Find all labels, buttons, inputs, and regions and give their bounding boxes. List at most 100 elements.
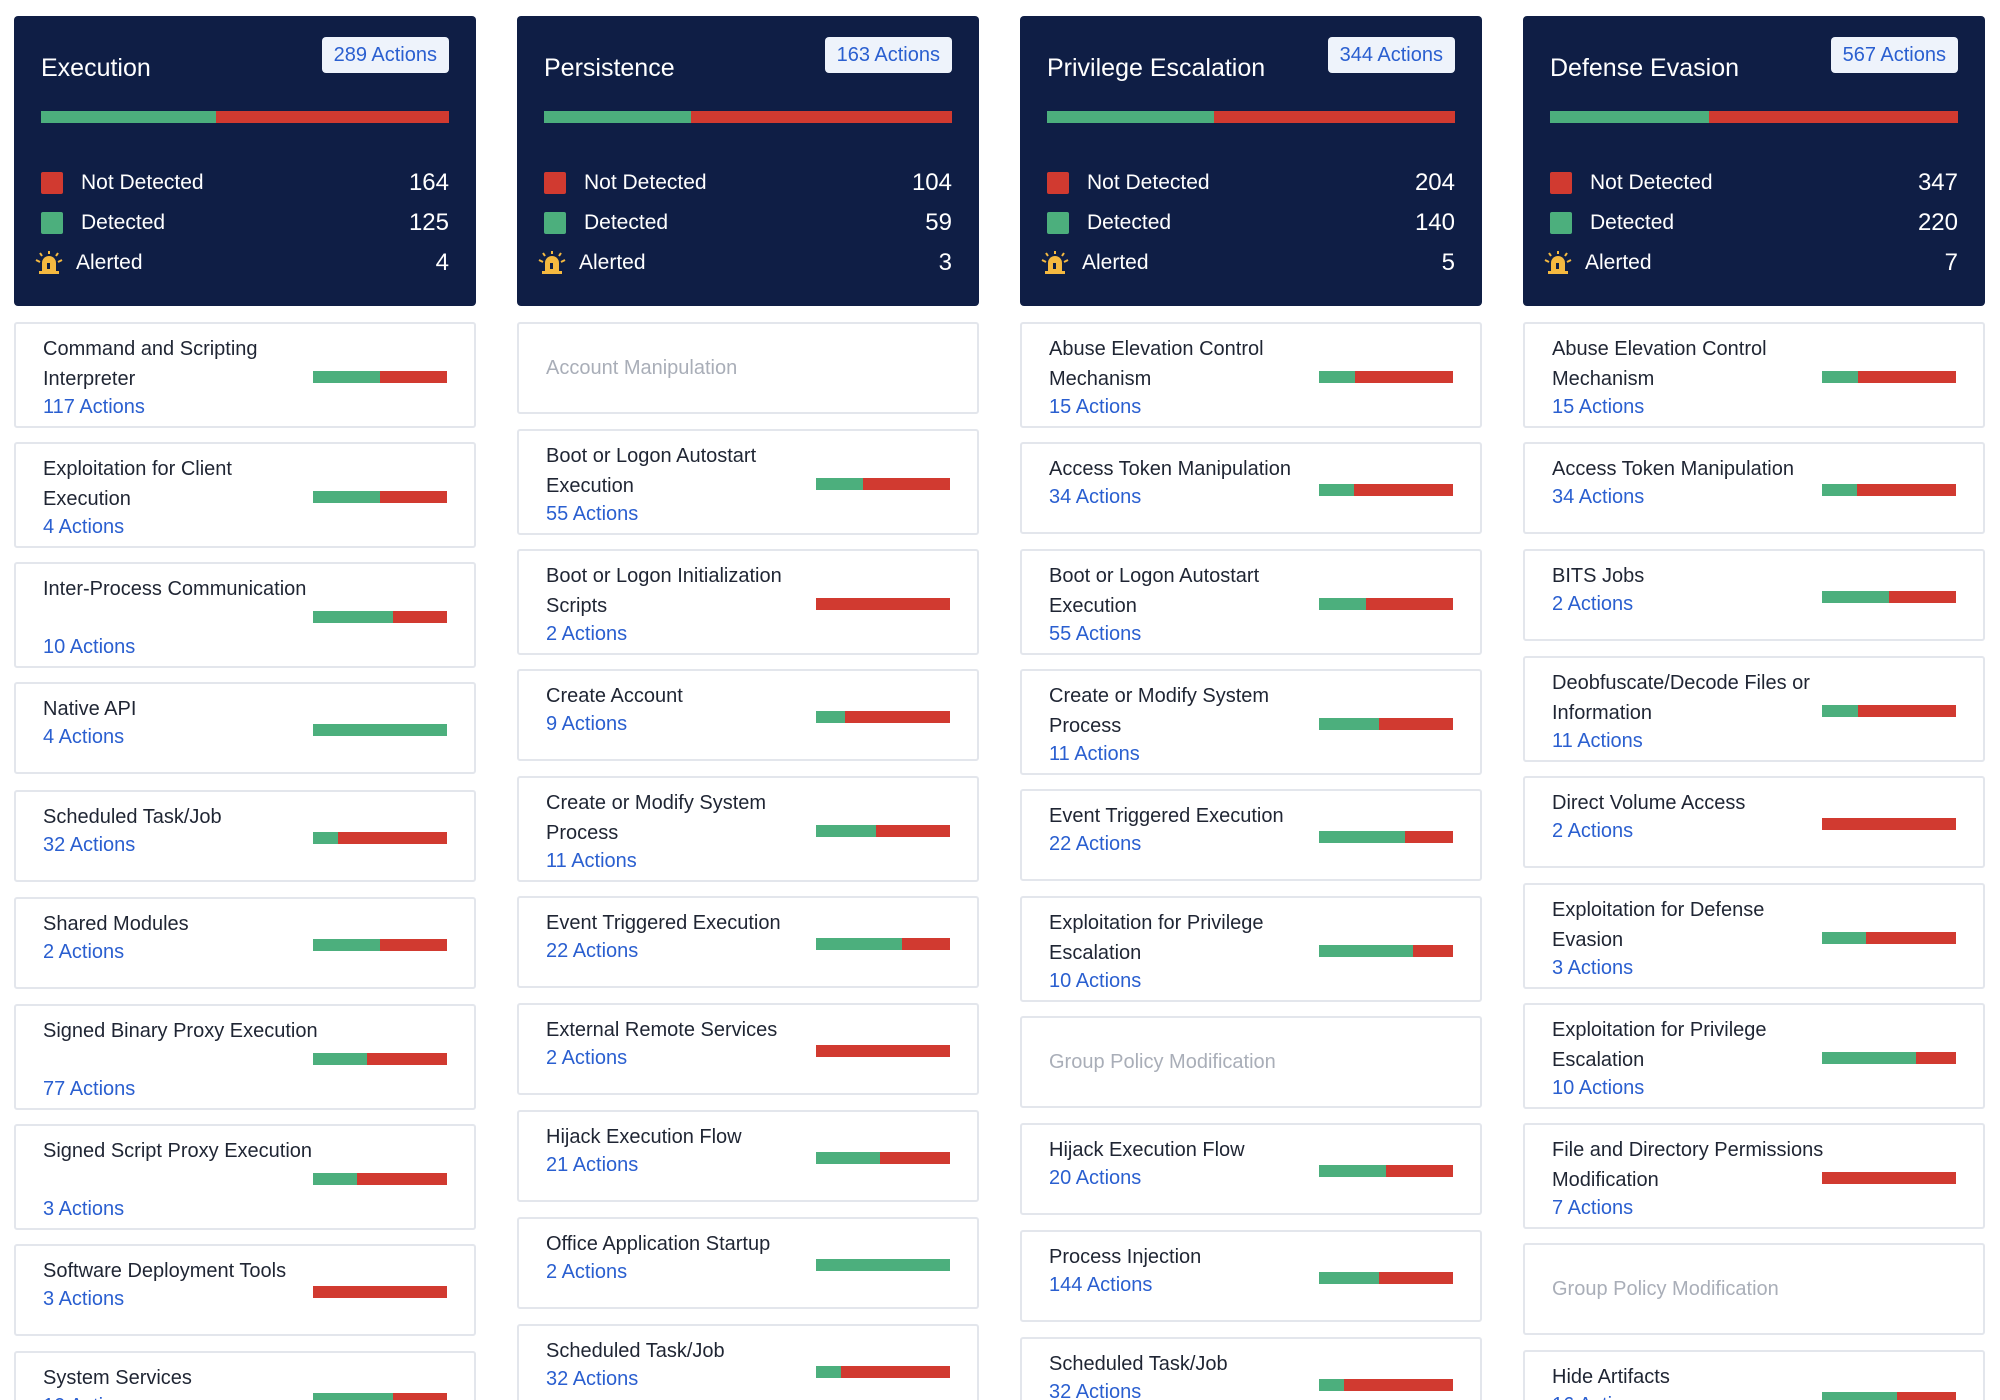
technique-action-count[interactable]: 10 Actions bbox=[43, 636, 136, 658]
technique-action-count[interactable]: 2 Actions bbox=[1552, 593, 1634, 615]
technique-action-count[interactable]: 2 Actions bbox=[43, 941, 125, 963]
technique-action-count[interactable]: 3 Actions bbox=[1552, 957, 1634, 979]
technique-action-count[interactable]: 4 Actions bbox=[43, 726, 125, 748]
technique-action-count[interactable]: 9 Actions bbox=[546, 713, 628, 735]
technique-card[interactable]: Scheduled Task/Job 32 Actions bbox=[517, 1324, 979, 1400]
technique-card[interactable]: Account Manipulation bbox=[517, 322, 979, 414]
technique-action-count[interactable]: 2 Actions bbox=[546, 1047, 628, 1069]
technique-card[interactable]: Exploitation for Client Execution 4 Actio… bbox=[14, 442, 476, 548]
technique-card[interactable]: Deobfuscate/Decode Files or Information 1… bbox=[1523, 656, 1985, 762]
technique-card[interactable]: Boot or Logon Autostart Execution 55 Acti… bbox=[1020, 549, 1482, 655]
technique-card[interactable]: Group Policy Modification bbox=[1020, 1016, 1482, 1108]
technique-action-count[interactable]: 32 Actions bbox=[43, 834, 136, 856]
technique-card[interactable]: Abuse Elevation Control Mechanism 15 Acti… bbox=[1523, 322, 1985, 428]
technique-card[interactable]: Hijack Execution Flow 21 Actions bbox=[517, 1110, 979, 1202]
technique-card[interactable]: Scheduled Task/Job 32 Actions bbox=[1020, 1337, 1482, 1400]
technique-card[interactable]: Signed Binary Proxy Execution 77 Actions bbox=[14, 1004, 476, 1110]
technique-action-count[interactable]: 22 Actions bbox=[546, 940, 639, 962]
technique-card[interactable]: Boot or Logon Autostart Execution 55 Acti… bbox=[517, 429, 979, 535]
technique-card[interactable]: Create or Modify System Process 11 Action… bbox=[1020, 669, 1482, 775]
not-detected-segment bbox=[1344, 1379, 1453, 1391]
technique-action-count[interactable]: 144 Actions bbox=[1049, 1274, 1153, 1296]
not-detected-segment bbox=[393, 1393, 447, 1400]
technique-name: Abuse Elevation Control Mechanism bbox=[1049, 338, 1264, 390]
technique-action-count[interactable]: 4 Actions bbox=[43, 516, 125, 538]
tactic-header-card[interactable]: Privilege Escalation 344 Actions Not Detec… bbox=[1020, 16, 1482, 306]
technique-card[interactable]: Event Triggered Execution 22 Actions bbox=[517, 896, 979, 988]
technique-action-count[interactable]: 2 Actions bbox=[546, 1261, 628, 1283]
technique-action-count[interactable]: 7 Actions bbox=[1552, 1197, 1634, 1219]
technique-action-count[interactable]: 2 Actions bbox=[1552, 820, 1634, 842]
technique-name-empty: Account Manipulation bbox=[546, 357, 738, 379]
not-detected-segment bbox=[1353, 484, 1453, 496]
technique-card[interactable]: Exploitation for Privilege Escalation 10 … bbox=[1020, 896, 1482, 1002]
technique-action-count[interactable]: 10 Actions bbox=[43, 1395, 135, 1400]
technique-action-count[interactable]: 15 Actions bbox=[1552, 396, 1645, 418]
technique-detection-bar bbox=[1822, 1392, 1956, 1400]
tactic-column-execution: Execution 289 Actions Not Detected 164 Detec… bbox=[14, 16, 476, 1400]
technique-action-count[interactable]: 11 Actions bbox=[546, 850, 637, 872]
technique-card[interactable]: Abuse Elevation Control Mechanism 15 Acti… bbox=[1020, 322, 1482, 428]
technique-action-count[interactable]: 55 Actions bbox=[1049, 623, 1142, 645]
technique-action-count[interactable]: 34 Actions bbox=[1049, 486, 1142, 508]
technique-action-count[interactable]: 16 Actions bbox=[1552, 1394, 1644, 1400]
technique-card[interactable]: Office Application Startup 2 Actions bbox=[517, 1217, 979, 1309]
technique-action-count[interactable]: 10 Actions bbox=[1552, 1077, 1645, 1099]
technique-action-count[interactable]: 11 Actions bbox=[1552, 730, 1643, 752]
technique-detection-bar bbox=[1822, 818, 1956, 830]
tactic-header-card[interactable]: Persistence 163 Actions Not Detected 104 Det… bbox=[517, 16, 979, 306]
technique-card[interactable]: Hijack Execution Flow 20 Actions bbox=[1020, 1123, 1482, 1215]
technique-card[interactable]: Access Token Manipulation 34 Actions bbox=[1020, 442, 1482, 534]
technique-action-count[interactable]: 55 Actions bbox=[546, 503, 639, 525]
technique-action-count[interactable]: 32 Actions bbox=[546, 1368, 639, 1390]
technique-card[interactable]: Software Deployment Tools 3 Actions bbox=[14, 1244, 476, 1336]
technique-card[interactable]: Direct Volume Access 2 Actions bbox=[1523, 776, 1985, 868]
technique-card[interactable]: Create or Modify System Process 11 Action… bbox=[517, 776, 979, 882]
technique-card[interactable]: Boot or Logon Initialization Scripts 2 Ac… bbox=[517, 549, 979, 655]
technique-action-count[interactable]: 77 Actions bbox=[43, 1078, 136, 1100]
technique-card[interactable]: Access Token Manipulation 34 Actions bbox=[1523, 442, 1985, 534]
technique-detection-bar bbox=[1319, 371, 1453, 383]
technique-detection-bar bbox=[1319, 831, 1453, 843]
technique-card[interactable]: Exploitation for Defense Evasion 3 Action… bbox=[1523, 883, 1985, 989]
not-detected-segment bbox=[1412, 945, 1453, 957]
technique-card[interactable]: Create Account 9 Actions bbox=[517, 669, 979, 761]
actions-count-badge[interactable]: 289 Actions bbox=[321, 37, 449, 73]
actions-count-badge[interactable]: 567 Actions bbox=[1830, 37, 1958, 73]
technique-action-count[interactable]: 20 Actions bbox=[1049, 1167, 1142, 1189]
technique-action-count[interactable]: 32 Actions bbox=[1049, 1381, 1142, 1400]
technique-card[interactable]: Exploitation for Privilege Escalation 10 … bbox=[1523, 1003, 1985, 1109]
technique-card[interactable]: Hide Artifacts 16 Actions bbox=[1523, 1350, 1985, 1400]
tactic-header-card[interactable]: Execution 289 Actions Not Detected 164 Detec… bbox=[14, 16, 476, 306]
technique-card[interactable]: External Remote Services 2 Actions bbox=[517, 1003, 979, 1095]
technique-action-count[interactable]: 21 Actions bbox=[546, 1154, 639, 1176]
technique-action-count[interactable]: 22 Actions bbox=[1049, 833, 1142, 855]
technique-card[interactable]: Shared Modules 2 Actions bbox=[14, 897, 476, 989]
technique-card[interactable]: File and Directory Permissions Modificat… bbox=[1523, 1123, 1985, 1229]
detected-segment bbox=[1319, 484, 1354, 496]
technique-card[interactable]: Group Policy Modification bbox=[1523, 1243, 1985, 1335]
technique-card[interactable]: Event Triggered Execution 22 Actions bbox=[1020, 789, 1482, 881]
actions-count-badge[interactable]: 163 Actions bbox=[824, 37, 952, 73]
technique-action-count[interactable]: 15 Actions bbox=[1049, 396, 1142, 418]
technique-card[interactable]: System Services 10 Actions bbox=[14, 1351, 476, 1400]
technique-action-count[interactable]: 3 Actions bbox=[43, 1288, 125, 1310]
technique-card[interactable]: Signed Script Proxy Execution 3 Actions bbox=[14, 1124, 476, 1230]
technique-card[interactable]: BITS Jobs 2 Actions bbox=[1523, 549, 1985, 641]
tactic-header-card[interactable]: Defense Evasion 567 Actions Not Detected 34… bbox=[1523, 16, 1985, 306]
technique-detection-bar bbox=[313, 611, 447, 623]
technique-action-count[interactable]: 11 Actions bbox=[1049, 743, 1140, 765]
technique-name: Software Deployment Tools bbox=[43, 1260, 287, 1282]
technique-card[interactable]: Inter-Process Communication 10 Actions bbox=[14, 562, 476, 668]
technique-action-count[interactable]: 3 Actions bbox=[43, 1198, 125, 1220]
technique-action-count[interactable]: 117 Actions bbox=[43, 396, 145, 418]
technique-card[interactable]: Scheduled Task/Job 32 Actions bbox=[14, 790, 476, 882]
actions-count-badge[interactable]: 344 Actions bbox=[1327, 37, 1455, 73]
technique-card[interactable]: Command and Scripting Interpreter 117 Act… bbox=[14, 322, 476, 428]
technique-action-count[interactable]: 10 Actions bbox=[1049, 970, 1142, 992]
technique-action-count[interactable]: 2 Actions bbox=[546, 623, 628, 645]
technique-action-count[interactable]: 34 Actions bbox=[1552, 486, 1645, 508]
technique-card[interactable]: Native API 4 Actions bbox=[14, 682, 476, 774]
technique-name: File and Directory Permissions Modificat… bbox=[1552, 1139, 1824, 1191]
technique-card[interactable]: Process Injection 144 Actions bbox=[1020, 1230, 1482, 1322]
